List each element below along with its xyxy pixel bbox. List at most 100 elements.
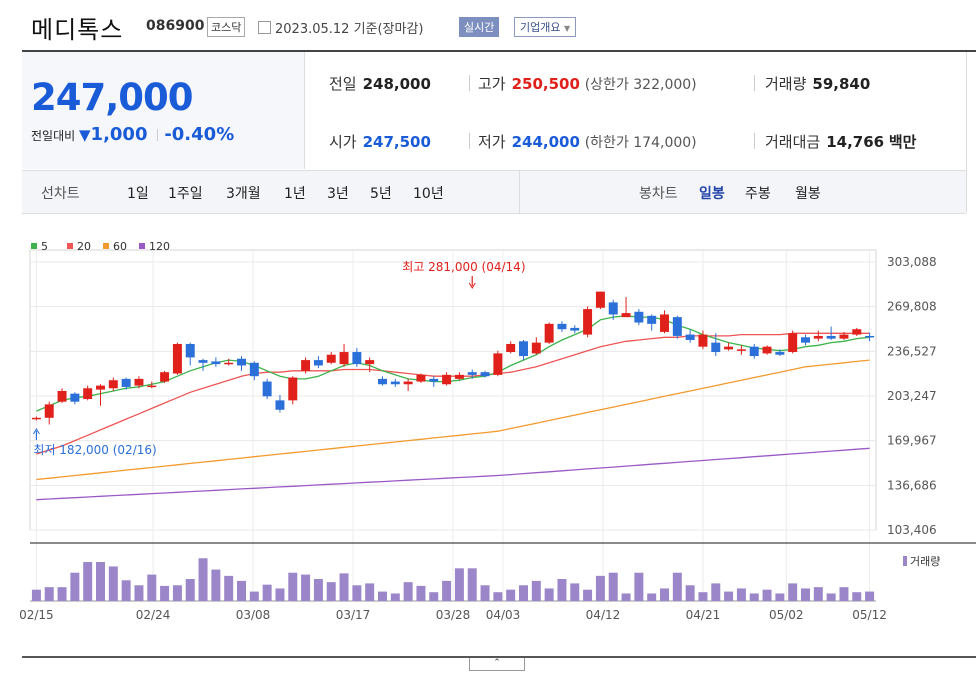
volume-bar xyxy=(70,572,80,601)
tab-10year[interactable]: 10년 xyxy=(413,186,444,202)
prev-close: 전일 248,000 xyxy=(329,73,431,94)
dropdown-arrow-icon: ▼ xyxy=(563,24,571,33)
volume-bar xyxy=(506,589,516,601)
quote-info: 전일 248,000 고가 250,500 (상한가 322,000) 거래량 59,… xyxy=(304,52,966,169)
candle-body xyxy=(211,361,221,365)
candle-body xyxy=(108,380,118,389)
candle-body xyxy=(44,404,54,418)
candle-body xyxy=(749,346,759,357)
calendar-icon xyxy=(258,21,271,34)
candle-body xyxy=(467,372,477,375)
volume-bar xyxy=(595,575,605,601)
volume-bar xyxy=(621,593,631,601)
ma60-line xyxy=(36,359,870,481)
candle-body xyxy=(685,334,695,340)
volume-bar xyxy=(544,588,554,601)
candle-body xyxy=(326,354,336,363)
open-label: 시가 xyxy=(329,133,357,151)
down-triangle-icon: ▼ xyxy=(79,126,91,144)
x-tick-label: 02/15 xyxy=(19,608,54,622)
candle-body xyxy=(506,343,516,353)
volume-bar xyxy=(839,587,849,601)
volume-bar xyxy=(134,585,144,601)
volume-bar xyxy=(147,574,157,601)
candle-body xyxy=(352,352,362,365)
trade-amount: 거래대금 14,766 백만 xyxy=(765,131,916,152)
tab-daily[interactable]: 일봉 xyxy=(699,186,725,202)
realtime-button[interactable]: 실시간 xyxy=(459,17,500,37)
high-arrow-icon xyxy=(468,282,476,289)
x-tick-label: 03/17 xyxy=(336,608,371,622)
candle-body xyxy=(390,381,400,385)
divider xyxy=(966,52,967,212)
candle-body xyxy=(634,311,644,323)
candle-body xyxy=(711,342,721,353)
candle-body xyxy=(519,341,528,357)
volume-bar xyxy=(211,569,221,601)
low-label: 저가 xyxy=(478,133,506,151)
divider xyxy=(469,75,470,91)
price-box: 247,000 전일대비 ▼1,000 -0.40% xyxy=(22,52,305,169)
volume-bar xyxy=(96,562,105,601)
y-tick-label: 103,406 xyxy=(887,523,937,537)
candle-body xyxy=(608,302,618,315)
collapse-button[interactable]: ⌃ xyxy=(469,658,525,671)
candle-body xyxy=(865,335,875,338)
tab-1week[interactable]: 1주일 xyxy=(168,186,203,202)
base-date: 2023.05.12 기준(장마감) xyxy=(258,18,424,37)
volume-bar xyxy=(480,585,490,601)
volume-bar xyxy=(108,566,118,601)
tab-3month[interactable]: 3개월 xyxy=(226,186,261,202)
compare-label: 전일대비 xyxy=(31,129,76,143)
tab-3year[interactable]: 3년 xyxy=(327,186,349,202)
company-overview-button[interactable]: 기업개요 ▼ xyxy=(514,17,577,37)
open-value: 247,500 xyxy=(362,133,431,151)
candle-body xyxy=(70,393,80,402)
tab-weekly[interactable]: 주봉 xyxy=(745,186,771,202)
candle-body xyxy=(454,374,464,379)
candle-body xyxy=(839,334,849,339)
volume-bar xyxy=(519,585,528,601)
stock-name: 메디톡스 xyxy=(31,16,124,44)
tab-1year[interactable]: 1년 xyxy=(284,186,306,202)
ma120-line xyxy=(36,447,870,501)
candle-body xyxy=(595,291,605,308)
market-badge: 코스닥 xyxy=(207,17,246,37)
volume-bar xyxy=(301,574,311,601)
volume-bar xyxy=(224,575,234,601)
tab-5year[interactable]: 5년 xyxy=(370,186,392,202)
candle-body xyxy=(378,378,387,385)
volume-bar xyxy=(403,582,413,601)
candle-body xyxy=(852,329,862,335)
candle-body xyxy=(185,343,195,358)
candle-body xyxy=(365,360,375,365)
x-tick-label: 02/24 xyxy=(136,608,171,622)
volume-bar xyxy=(365,583,375,601)
divider xyxy=(754,133,755,149)
candle-body xyxy=(224,362,234,365)
candle-body xyxy=(429,378,439,382)
chart-tabs: 선차트 1일 1주일 3개월 1년 3년 5년 10년 봉차트 일봉 주봉 월봉 xyxy=(22,170,966,214)
candle-body xyxy=(672,317,682,336)
line-chart-label: 선차트 xyxy=(41,186,80,202)
volume-label: 거래량 xyxy=(765,75,807,93)
candle-body xyxy=(288,377,298,401)
divider xyxy=(22,656,976,658)
x-tick-label: 03/28 xyxy=(436,608,471,622)
trade-amount-unit: 백만 xyxy=(888,133,917,151)
high-price: 고가 250,500 (상한가 322,000) xyxy=(478,73,697,94)
current-price: 247,000 xyxy=(31,76,194,119)
low-price: 저가 244,000 (하한가 174,000) xyxy=(478,131,697,152)
volume-bar xyxy=(685,585,695,601)
candle-body xyxy=(493,353,503,375)
divider xyxy=(157,129,159,141)
divider xyxy=(22,50,976,52)
volume-bar xyxy=(454,568,464,601)
tab-1day[interactable]: 1일 xyxy=(127,186,149,202)
tab-monthly[interactable]: 월봉 xyxy=(795,186,821,202)
volume-bar xyxy=(275,588,285,601)
candle-body xyxy=(813,335,823,339)
candle-body xyxy=(172,343,182,374)
candle-body xyxy=(762,346,772,354)
volume-bar xyxy=(724,591,734,601)
